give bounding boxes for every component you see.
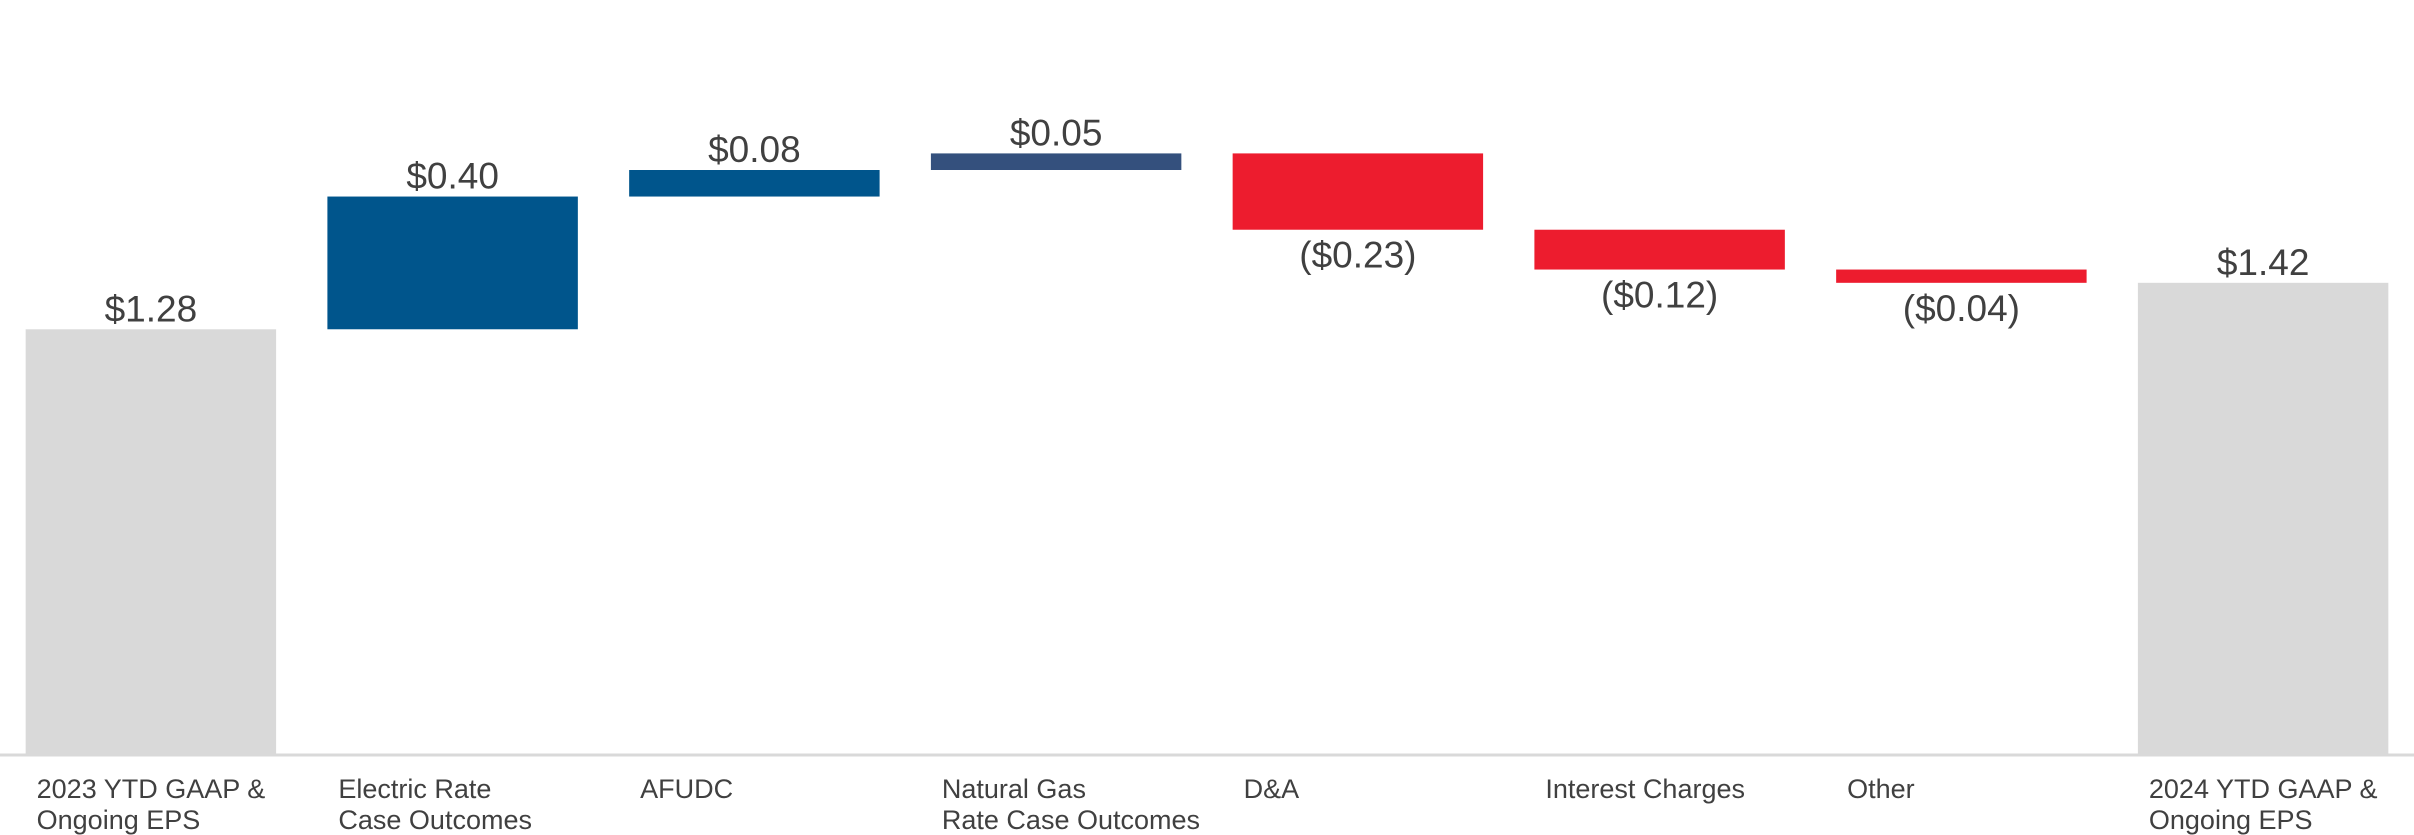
bar [1232, 153, 1484, 230]
bar [930, 153, 1182, 170]
category-label: Electric Rate Case Outcomes [338, 774, 532, 835]
value-label: ($0.23) [1299, 235, 1416, 276]
category-label: D&A [1243, 774, 1300, 804]
value-label: $0.08 [708, 129, 801, 170]
bar [1534, 229, 1785, 270]
value-label: $0.05 [1010, 112, 1103, 153]
bar [25, 329, 277, 754]
value-label: ($0.04) [1903, 288, 2020, 329]
category-label: Interest Charges [1545, 774, 1745, 804]
value-label: ($0.12) [1601, 275, 1718, 316]
value-label: $1.42 [2217, 242, 2310, 283]
bar [629, 170, 880, 197]
value-label: $1.28 [105, 288, 198, 329]
category-label: 2024 YTD GAAP & Ongoing EPS [2148, 774, 2378, 835]
category-label: Other [1847, 774, 1915, 804]
bar [327, 196, 578, 330]
bar [2137, 282, 2389, 754]
value-label: $0.40 [406, 156, 499, 197]
category-label: 2023 YTD GAAP & Ongoing EPS [36, 774, 266, 835]
category-label: AFUDC [640, 774, 734, 804]
bar [1836, 269, 2087, 283]
category-label: Natural Gas Rate Case Outcomes [941, 774, 1200, 835]
